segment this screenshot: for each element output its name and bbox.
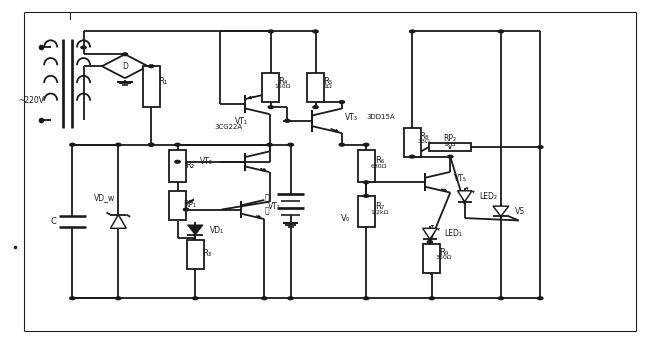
Polygon shape <box>422 228 437 239</box>
Circle shape <box>447 155 453 158</box>
Circle shape <box>313 30 318 33</box>
Bar <box>307 73 324 102</box>
Circle shape <box>284 119 290 122</box>
Circle shape <box>148 143 154 146</box>
Text: LED₁: LED₁ <box>444 229 462 238</box>
Text: 池: 池 <box>265 207 269 216</box>
Circle shape <box>115 143 121 146</box>
Text: 3CG22A: 3CG22A <box>214 124 242 130</box>
Text: R₈: R₈ <box>419 132 428 141</box>
Text: VT₂: VT₂ <box>200 157 213 166</box>
Circle shape <box>115 297 121 300</box>
Bar <box>428 143 471 151</box>
Text: 1Ω: 1Ω <box>323 84 332 89</box>
Circle shape <box>70 297 75 300</box>
Text: 680Ω: 680Ω <box>371 164 387 169</box>
Circle shape <box>288 143 293 146</box>
Bar <box>404 128 420 157</box>
Text: VT₅: VT₅ <box>453 174 467 183</box>
Circle shape <box>122 53 127 56</box>
Text: R₃: R₃ <box>203 249 212 258</box>
Text: RP₁: RP₁ <box>183 200 196 209</box>
Text: 360Ω: 360Ω <box>436 255 452 260</box>
Bar <box>423 244 440 273</box>
Bar <box>262 73 279 102</box>
Text: R₂: R₂ <box>185 161 194 170</box>
Bar <box>169 191 186 220</box>
Circle shape <box>175 160 180 163</box>
Text: 电: 电 <box>265 193 269 202</box>
Text: R₄: R₄ <box>278 77 287 86</box>
Circle shape <box>175 143 180 146</box>
Text: RP₂: RP₂ <box>444 134 457 143</box>
Circle shape <box>498 30 504 33</box>
Text: VD_w: VD_w <box>94 193 115 202</box>
Circle shape <box>339 101 345 104</box>
Circle shape <box>148 65 154 67</box>
Circle shape <box>267 143 272 146</box>
Text: R₆: R₆ <box>375 155 384 164</box>
Text: ~220V: ~220V <box>18 96 44 105</box>
Circle shape <box>409 155 414 158</box>
Circle shape <box>409 30 414 33</box>
Text: VS: VS <box>515 207 525 216</box>
Polygon shape <box>493 206 509 216</box>
Text: T: T <box>67 12 74 22</box>
Circle shape <box>538 297 543 300</box>
Circle shape <box>498 297 504 300</box>
Text: R₉: R₉ <box>439 248 448 257</box>
Text: R₁: R₁ <box>158 77 168 86</box>
Circle shape <box>429 297 434 300</box>
Bar <box>187 240 204 269</box>
Circle shape <box>268 106 273 109</box>
Text: LED₂: LED₂ <box>479 192 497 201</box>
Text: VD₁: VD₁ <box>210 226 224 235</box>
Text: 1kΩ: 1kΩ <box>444 142 456 147</box>
Circle shape <box>81 46 86 49</box>
Text: C: C <box>50 217 56 226</box>
Circle shape <box>148 143 154 146</box>
Bar <box>143 66 160 107</box>
Polygon shape <box>457 191 472 202</box>
Text: R₅: R₅ <box>323 77 332 86</box>
Text: 1.2kΩ: 1.2kΩ <box>370 210 389 215</box>
Circle shape <box>193 297 198 300</box>
Circle shape <box>261 297 267 300</box>
Text: D: D <box>122 62 128 71</box>
Text: VT₁: VT₁ <box>235 117 248 126</box>
Circle shape <box>538 146 543 149</box>
Text: VT₃: VT₃ <box>345 113 358 122</box>
Text: R₇: R₇ <box>375 202 384 211</box>
Text: V₀: V₀ <box>341 214 350 223</box>
Polygon shape <box>110 215 126 228</box>
Circle shape <box>339 143 345 146</box>
Circle shape <box>364 297 369 300</box>
Bar <box>358 150 375 182</box>
Circle shape <box>183 208 189 211</box>
Circle shape <box>70 143 75 146</box>
Circle shape <box>364 194 369 197</box>
Polygon shape <box>187 225 203 235</box>
Circle shape <box>268 30 273 33</box>
Circle shape <box>313 106 318 109</box>
Circle shape <box>288 297 293 300</box>
Text: 3DD15A: 3DD15A <box>367 115 395 120</box>
Circle shape <box>427 240 432 243</box>
Text: 33Ω: 33Ω <box>418 139 430 144</box>
Bar <box>358 196 375 227</box>
Circle shape <box>364 143 369 146</box>
Text: 150Ω: 150Ω <box>275 84 291 89</box>
Circle shape <box>364 181 369 184</box>
Text: VT₁: VT₁ <box>267 202 280 211</box>
Bar <box>169 150 186 182</box>
